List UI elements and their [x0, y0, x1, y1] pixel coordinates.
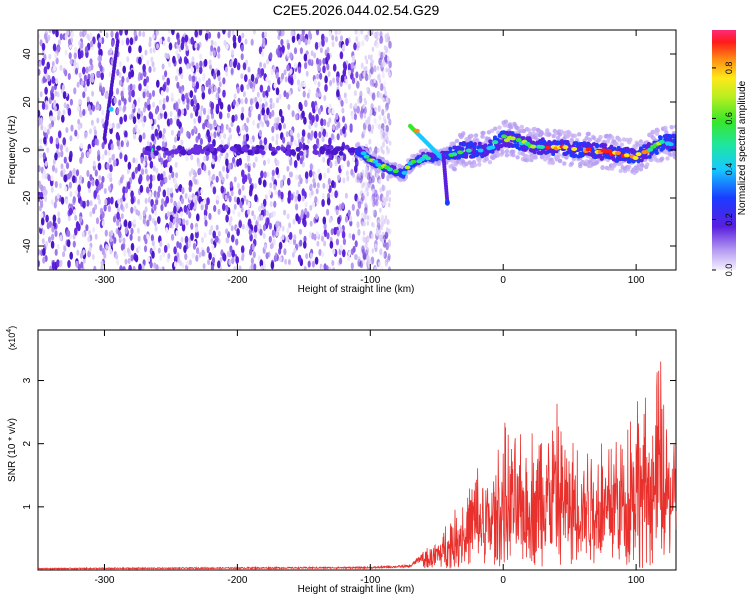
spectrogram-y-tick-label: 0: [22, 147, 33, 153]
snr-panel: -300 -200 -100 0 100 1 2 3 Height of straight …: [6, 326, 677, 595]
spectrogram-x-tick-label: -300: [94, 275, 114, 286]
snr-series-line: [37, 361, 677, 571]
spectrogram-y-tick-label: 40: [22, 48, 33, 60]
colorbar-tick-label: 0.8: [724, 62, 734, 75]
snr-plot-area: [37, 361, 677, 571]
colorbar-tick-label: 0.0: [724, 264, 734, 277]
spectrogram-plot-area: [37, 29, 677, 271]
snr-x-tick-label: 0: [500, 575, 506, 586]
spectrogram-trace: [354, 119, 676, 206]
snr-x-tick-label: -200: [227, 575, 247, 586]
colorbar-tick-label: 0.6: [724, 112, 734, 125]
spectrogram-x-tick-label: -100: [360, 275, 380, 286]
spectrogram-x-axis-label: Height of straight line (km): [298, 284, 415, 295]
snr-y-tick-label: 2: [22, 440, 33, 446]
colorbar-gradient: [712, 30, 736, 270]
spectrogram-x-tick-label: -200: [227, 275, 247, 286]
snr-y-scale-label: (x104): [6, 326, 17, 350]
spectrogram-x-ticks: -300 -200 -100 0 100: [94, 30, 645, 286]
spectrogram-y-ticks: -40 -20 0 20 40: [22, 48, 676, 253]
snr-x-tick-label: -300: [94, 575, 114, 586]
spectrogram-y-axis-label: Frequency (Hz): [7, 116, 18, 185]
colorbar-tick-label: 0.2: [724, 213, 734, 226]
snr-x-ticks: -300 -200 -100 0 100: [94, 330, 645, 586]
snr-x-tick-label: 100: [628, 575, 645, 586]
spectrogram-y-tick-label: -20: [22, 190, 33, 205]
spectrogram-y-tick-label: 20: [22, 96, 33, 108]
snr-plot-frame: [37, 329, 677, 571]
colorbar: 0.0 0.2 0.4 0.6 0.8 Normalized spectral ampl…: [712, 30, 748, 276]
snr-y-tick-label: 3: [22, 377, 33, 383]
spectrogram-x-tick-label: 100: [628, 275, 645, 286]
colorbar-ticks: 0.0 0.2 0.4 0.6 0.8: [712, 62, 734, 277]
colorbar-tick-label: 0.4: [724, 163, 734, 176]
spectrogram-y-tick-label: -40: [22, 238, 33, 253]
snr-y-axis-label: SNR (10 * v/v): [7, 418, 18, 482]
colorbar-label: Normalized spectral amplitude: [737, 80, 748, 215]
snr-y-tick-label: 1: [22, 504, 33, 510]
spectrogram-x-tick-label: 0: [500, 275, 506, 286]
snr-y-ticks: 1 2 3: [22, 377, 676, 510]
chart-title: C2E5.2026.044.02.54.G29: [273, 2, 440, 18]
snr-x-axis-label: Height of straight line (km): [298, 584, 415, 595]
snr-x-tick-label: -100: [360, 575, 380, 586]
